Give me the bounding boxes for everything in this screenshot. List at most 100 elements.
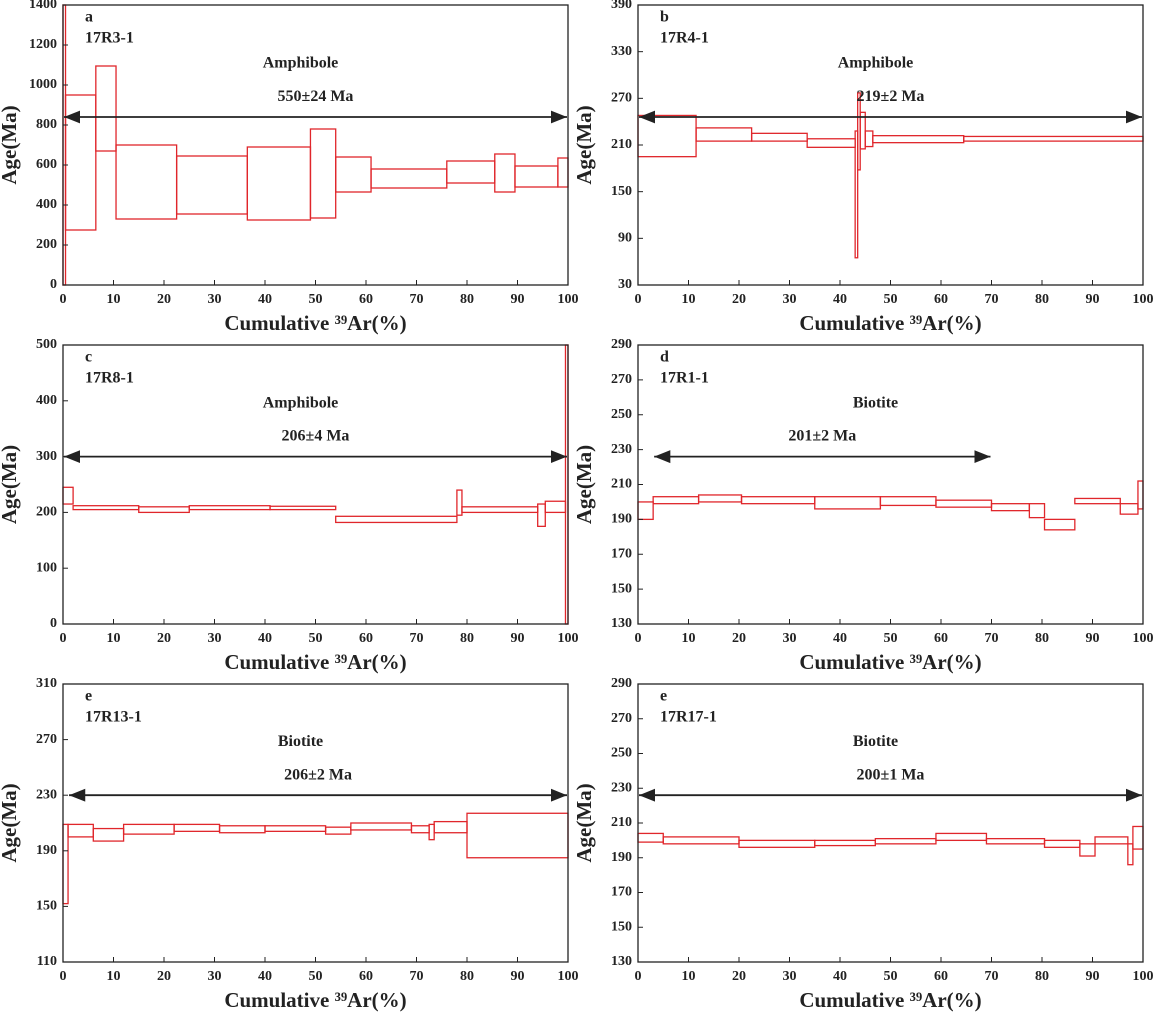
x-tick-label: 40 [833,969,847,984]
x-tick-label: 20 [732,969,746,984]
y-tick-label: 30 [618,277,632,292]
age-step [115,144,178,220]
x-tick-label: 50 [309,292,323,307]
age-step [67,823,94,838]
x-tick-label: 50 [884,969,898,984]
y-tick-label: 290 [611,337,632,352]
y-tick-label: 290 [611,676,632,691]
y-tick-label: 150 [611,581,632,596]
y-tick-label: 200 [36,505,57,520]
x-tick-label: 40 [833,292,847,307]
y-tick-label: 150 [611,919,632,934]
age-step [494,153,516,193]
age-step [806,138,856,148]
y-tick-label: 130 [611,616,632,631]
age-step [637,832,664,843]
sample-name: 17R13-1 [85,709,142,726]
x-tick-label: 60 [934,292,948,307]
mineral-label: Biotite [853,394,898,411]
x-tick-label: 80 [460,631,474,646]
y-tick-label: 800 [36,117,57,132]
plot-frame [62,344,569,625]
mineral-label: Amphibole [263,394,339,411]
mineral-label: Biotite [278,733,323,750]
age-step [652,496,700,505]
age-step [854,130,859,259]
age-step [62,823,69,905]
x-tick-label: 50 [884,631,898,646]
age-step [269,505,337,511]
age-step [1137,480,1144,510]
y-tick-label: 230 [611,442,632,457]
age-step [1043,518,1076,531]
x-tick-label: 20 [157,292,171,307]
plateau-age: 550±24 Ma [278,88,354,105]
age-step [410,825,430,834]
y-tick-label: 270 [611,91,632,106]
age-step [935,499,993,508]
age-step [872,135,965,144]
y-tick-label: 250 [611,746,632,761]
x-tick-label: 30 [208,292,222,307]
age-step [433,820,468,834]
age-step [1074,497,1121,505]
age-step [264,825,327,832]
age-step [1127,843,1134,866]
x-tick-label: 100 [558,292,579,307]
age-step [637,501,654,521]
x-tick-label: 0 [635,292,642,307]
panel: 0 10 20 30 40 50 60 70 80 90 100020040060080010001… [0,0,579,335]
y-tick-label: 330 [611,44,632,59]
x-tick-label: 100 [1133,292,1154,307]
age-step [814,839,876,847]
age-step [461,506,539,514]
x-tick-label: 20 [732,631,746,646]
y-axis-label: Age(Ma) [572,105,596,184]
x-tick-label: 20 [157,969,171,984]
panel-letter: d [660,349,669,366]
y-tick-label: 0 [50,616,57,631]
age-step [537,503,546,527]
age-step [1132,825,1144,850]
panel: 0 10 20 30 40 50 60 70 80 90 100 0 100 200 300 400 500 Cu… [0,337,579,674]
age-step [138,506,190,514]
x-axis-label: Cumulative ³⁹Ar(%) [799,988,981,1012]
age-step [446,160,496,184]
x-tick-label: 90 [1086,631,1100,646]
age-step [175,155,248,215]
y-tick-label: 150 [36,899,57,914]
x-tick-label: 30 [208,631,222,646]
y-tick-label: 200 [36,237,57,252]
age-step [935,832,988,842]
x-tick-label: 10 [107,969,121,984]
age-step [95,65,117,152]
x-tick-label: 30 [783,969,797,984]
panel-letter: c [85,349,92,366]
y-tick-label: 230 [36,787,57,802]
age-step [122,823,175,835]
age-step [879,496,937,507]
y-tick-label: 100 [36,560,57,575]
plateau-age: 206±4 Ma [282,428,350,445]
age-step [1079,843,1096,857]
x-tick-label: 60 [934,631,948,646]
plot-frame [637,4,1144,286]
y-tick-label: 170 [611,885,632,900]
panel: 0 10 20 30 40 50 60 70 80 90 100 30 90 150 210 270 330 39… [572,0,1154,335]
plateau-age: 201±2 Ma [788,428,856,445]
age-step [963,135,1144,142]
x-axis-label: Cumulative ³⁹Ar(%) [799,311,981,335]
x-tick-label: 80 [1035,631,1049,646]
age-step [874,837,937,845]
age-step [335,156,372,193]
y-tick-label: 210 [611,815,632,830]
x-tick-label: 0 [60,631,67,646]
plot-frame [637,344,1144,625]
x-tick-label: 90 [511,969,525,984]
age-step [637,114,697,158]
x-tick-label: 100 [1133,631,1154,646]
y-tick-label: 90 [618,231,632,246]
x-tick-label: 20 [157,631,171,646]
y-tick-label: 1200 [29,37,57,52]
y-tick-label: 170 [611,546,632,561]
